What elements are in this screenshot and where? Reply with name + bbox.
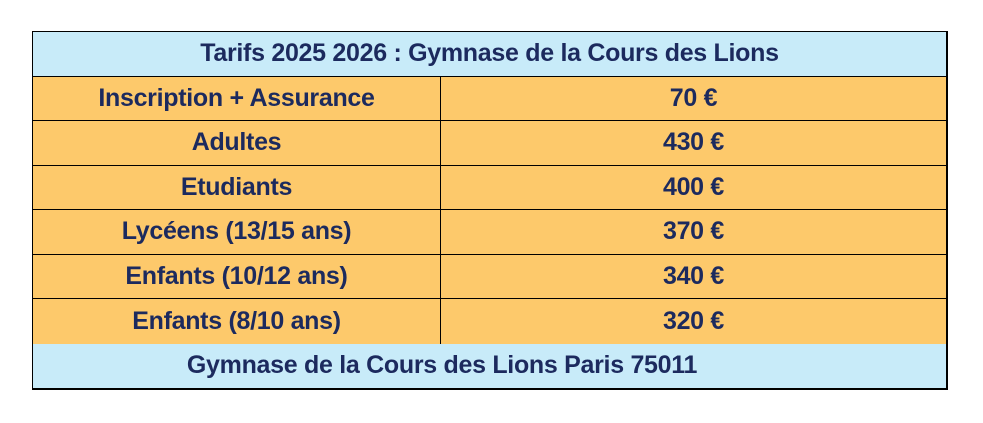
header-row: Tarifs 2025 2026 : Gymnase de la Cours d… xyxy=(33,32,946,77)
table-row: Etudiants 400 € xyxy=(33,165,946,210)
category-label: Lycéens (13/15 ans) xyxy=(33,210,441,254)
table-row: Enfants (10/12 ans) 340 € xyxy=(33,254,946,299)
table-body: Inscription + Assurance 70 € Adultes 430 € E… xyxy=(33,76,946,344)
price-table: Tarifs 2025 2026 : Gymnase de la Cours d… xyxy=(32,31,948,390)
footer-row: Gymnase de la Cours des Lions Paris 7501… xyxy=(33,343,946,388)
price: 340 € xyxy=(441,254,946,298)
table-row: Inscription + Assurance 70 € xyxy=(33,76,946,121)
price: 430 € xyxy=(441,121,946,165)
category-label: Enfants (8/10 ans) xyxy=(33,299,441,344)
price: 320 € xyxy=(441,299,946,344)
table-row: Enfants (8/10 ans) 320 € xyxy=(33,299,946,344)
price: 400 € xyxy=(441,165,946,209)
table-row: Lycéens (13/15 ans) 370 € xyxy=(33,210,946,255)
category-label: Adultes xyxy=(33,121,441,165)
price: 370 € xyxy=(441,210,946,254)
price: 70 € xyxy=(441,76,946,120)
category-label: Inscription + Assurance xyxy=(33,76,441,120)
table-row: Adultes 430 € xyxy=(33,121,946,166)
table-footer: Gymnase de la Cours des Lions Paris 7501… xyxy=(33,343,946,388)
category-label: Enfants (10/12 ans) xyxy=(33,254,441,298)
category-label: Etudiants xyxy=(33,165,441,209)
table-title: Tarifs 2025 2026 : Gymnase de la Cours d… xyxy=(33,32,946,76)
